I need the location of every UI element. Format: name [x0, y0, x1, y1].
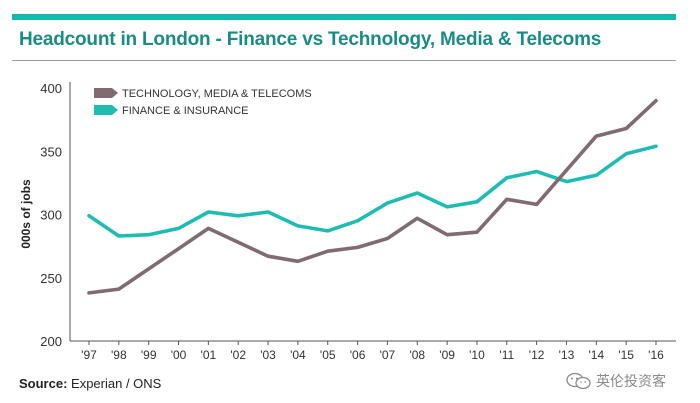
x-tick-label: '98	[111, 348, 127, 362]
x-tick-label: '16	[648, 348, 664, 362]
x-tick-label: '12	[529, 348, 545, 362]
x-tick-label: '14	[588, 348, 604, 362]
x-tick-label: '01	[201, 348, 217, 362]
y-tick-label: 350	[40, 144, 62, 159]
chart-title: Headcount in London - Finance vs Technol…	[19, 29, 602, 50]
x-tick-label: '09	[439, 348, 455, 362]
y-tick-label: 250	[40, 271, 62, 286]
series-line-finance-insurance	[87, 144, 658, 238]
x-ticks: '97 '98 '99 '00 '01 '02 '03 '04 '05 '06 '07 '08 '09 '…	[81, 341, 664, 362]
series-line-technology-media-telecoms	[87, 98, 658, 295]
x-tick-label: '02	[230, 348, 246, 362]
axes	[69, 82, 676, 342]
y-tick-label: 400	[40, 81, 62, 96]
legend-swatch	[94, 105, 118, 115]
watermark: 英伦投资客	[566, 371, 666, 391]
legend-label: FINANCE & INSURANCE	[122, 105, 249, 117]
series-lines	[87, 98, 658, 295]
x-tick-label: '05	[320, 348, 336, 362]
y-tick-label: 200	[40, 334, 62, 349]
y-ticks: 200 250 300 350 400	[40, 81, 62, 349]
source-value: Experian / ONS	[71, 376, 162, 391]
x-tick-label: '99	[141, 348, 157, 362]
source-label: Source:	[19, 376, 68, 391]
source-note: Source: Experian / ONS	[19, 376, 161, 391]
title-divider	[12, 60, 676, 61]
x-tick-label: '97	[81, 348, 97, 362]
y-axis-label: 000s of jobs	[19, 179, 33, 249]
legend-label: TECHNOLOGY, MEDIA & TELECOMS	[122, 88, 312, 100]
x-tick-label: '06	[350, 348, 366, 362]
x-tick-label: '11	[499, 348, 514, 362]
legend: TECHNOLOGY, MEDIA & TELECOMS FINANCE & IN…	[94, 88, 312, 117]
top-rule	[12, 14, 676, 20]
x-tick-label: '13	[559, 348, 575, 362]
y-tick-label: 300	[40, 208, 62, 223]
x-tick-label: '08	[409, 348, 425, 362]
x-tick-label: '07	[380, 348, 396, 362]
x-tick-label: '04	[290, 348, 306, 362]
x-tick-label: '15	[618, 348, 634, 362]
wechat-icon	[566, 372, 591, 390]
legend-swatch	[94, 88, 118, 98]
x-tick-label: '00	[171, 348, 187, 362]
watermark-text: 英伦投资客	[596, 373, 666, 389]
x-tick-label: '03	[260, 348, 276, 362]
x-tick-label: '10	[469, 348, 485, 362]
